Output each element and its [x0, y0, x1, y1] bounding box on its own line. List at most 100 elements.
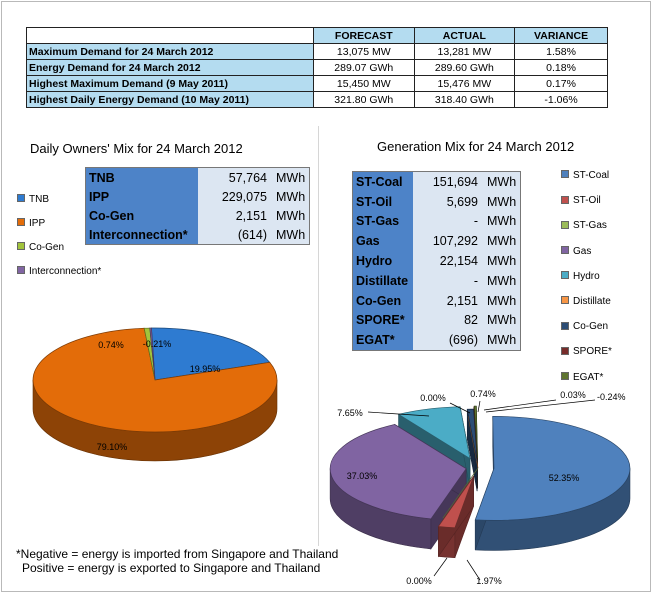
legend-item: ST-Oil [561, 195, 601, 206]
summary-forecast-cell: 289.07 GWh [313, 59, 415, 76]
owners-mix-row: IPP 229,075 MWh [85, 187, 310, 206]
pie-leader-line [367, 411, 430, 417]
generation-mix-name: Gas [352, 231, 413, 252]
pie-data-label: 0.74% [98, 340, 124, 350]
pie-slice [466, 408, 478, 462]
generation-mix-name: ST-Oil [352, 191, 413, 212]
legend-item: Hydro [561, 271, 600, 282]
owners-mix-name: IPP [85, 187, 198, 206]
legend-item: EGAT* [561, 372, 603, 383]
pie-slice [437, 476, 474, 529]
legend-label: IPP [29, 218, 46, 229]
owners-mix-table: TNB 57,764 MWh IPP 229,075 MWh Co-Gen 2,… [85, 167, 311, 245]
legend-item: IPP [17, 218, 45, 229]
generation-mix-name: Hydro [352, 251, 413, 271]
owners-mix-name: Co-Gen [85, 206, 198, 225]
summary-row: Maximum Demand for 24 March 2012 13,075 … [26, 43, 608, 60]
pie-data-label: 52.35% [549, 473, 580, 483]
legend-swatch [561, 296, 569, 305]
legend-label: ST-Gas [573, 220, 607, 232]
pie-data-label: 79.10% [97, 442, 128, 452]
pie-data-label: -0.21% [143, 339, 172, 349]
legend-label: EGAT* [573, 371, 604, 383]
generation-mix-name: SPORE* [352, 310, 413, 331]
legend-label: Hydro [573, 270, 600, 282]
owners-mix-title: Daily Owners' Mix for 24 March 2012 [30, 141, 243, 156]
summary-row-label: Maximum Demand for 24 March 2012 [26, 43, 314, 60]
pie-data-label: 37.03% [347, 471, 378, 481]
generation-mix-unit: MWh [481, 290, 521, 311]
legend-swatch [561, 371, 569, 380]
legend-item: Distillate [561, 296, 611, 307]
legend-swatch [561, 195, 569, 204]
generation-mix-unit: MWh [481, 330, 521, 351]
pie-group: 19.95% 79.10% 0.74% -0.21% [32, 327, 278, 462]
pie-leader-line [433, 557, 448, 577]
pie-data-label: 0.03% [560, 390, 586, 400]
generation-mix-value: - [413, 270, 481, 291]
generation-mix-unit: MWh [481, 270, 521, 291]
generation-mix-unit: MWh [481, 251, 521, 271]
generation-mix-unit: MWh [481, 191, 521, 212]
pie-data-label: 7.65% [337, 408, 363, 418]
pie-group: 52.35% 1.97% 0.00% 37.03% 7.65% 0.00% 0.74% 0.0… [329, 389, 631, 586]
pie-leader-line [477, 400, 481, 413]
legend-swatch [561, 220, 569, 229]
demand-summary-table: FORECAST ACTUAL VARIANCE Maximum Demand … [26, 27, 608, 108]
legend-item: ST-Gas [561, 220, 607, 231]
legend-label: ST-Oil [573, 195, 601, 207]
generation-mix-unit: MWh [481, 171, 521, 192]
footnote-positive: Positive = energy is exported to Singapo… [22, 561, 321, 575]
legend-swatch [561, 271, 569, 280]
generation-mix-row: Co-Gen 2,151 MWh [352, 290, 521, 311]
legend-item: ST-Coal [561, 170, 609, 181]
pie-leader-line [485, 399, 596, 413]
summary-actual-cell: 289.60 GWh [413, 59, 516, 76]
generation-mix-value: 22,154 [413, 251, 481, 271]
legend-item: TNB [17, 194, 49, 205]
pie-data-label: 0.00% [420, 393, 446, 403]
legend-swatch [17, 266, 25, 275]
generation-mix-value: - [413, 211, 481, 232]
generation-mix-row: ST-Oil 5,699 MWh [352, 191, 521, 212]
generation-mix-name: ST-Gas [352, 211, 413, 232]
generation-mix-value: 82 [413, 310, 481, 331]
owners-mix-value: 229,075 [198, 187, 270, 206]
pie-slice [32, 327, 278, 433]
legend-swatch [561, 170, 569, 179]
summary-row-label: Highest Daily Energy Demand (10 May 2011… [26, 91, 314, 108]
generation-mix-row: Gas 107,292 MWh [352, 231, 521, 252]
summary-forecast-cell: 321.80 GWh [313, 91, 415, 108]
owners-mix-name: TNB [85, 167, 198, 187]
generation-mix-value: 107,292 [413, 231, 481, 252]
summary-variance-cell: 1.58% [514, 43, 608, 60]
pie-data-label: 1.97% [476, 576, 502, 586]
legend-label: TNB [29, 194, 49, 205]
generation-mix-unit: MWh [481, 310, 521, 331]
legend-item: Interconnection* [17, 266, 101, 277]
panel-divider [318, 126, 319, 546]
owners-mix-row: TNB 57,764 MWh [85, 167, 310, 187]
pie-leader-line [466, 559, 481, 581]
summary-row: Highest Daily Energy Demand (10 May 2011… [26, 91, 608, 108]
legend-item: Co-Gen [561, 321, 608, 332]
pie-slice [329, 424, 467, 520]
generation-mix-value: (696) [413, 330, 481, 351]
pie-slice [149, 327, 156, 381]
legend-label: Distillate [573, 296, 611, 307]
pie-slice [474, 416, 631, 521]
generation-mix-name: Distillate [352, 270, 413, 291]
generation-mix-row: ST-Gas - MWh [352, 211, 521, 232]
summary-row-label: Energy Demand for 24 March 2012 [26, 59, 314, 76]
summary-header-row: FORECAST ACTUAL VARIANCE [26, 27, 608, 44]
legend-swatch [17, 242, 25, 251]
pie-slice [473, 405, 478, 459]
generation-mix-value: 151,694 [413, 171, 481, 192]
summary-variance-cell: 0.18% [514, 59, 608, 76]
legend-swatch [17, 194, 25, 203]
summary-row-label: Highest Maximum Demand (9 May 2011) [26, 75, 314, 92]
pie-slice [442, 467, 479, 519]
footnote-negative: *Negative = energy is imported from Sing… [16, 547, 339, 561]
